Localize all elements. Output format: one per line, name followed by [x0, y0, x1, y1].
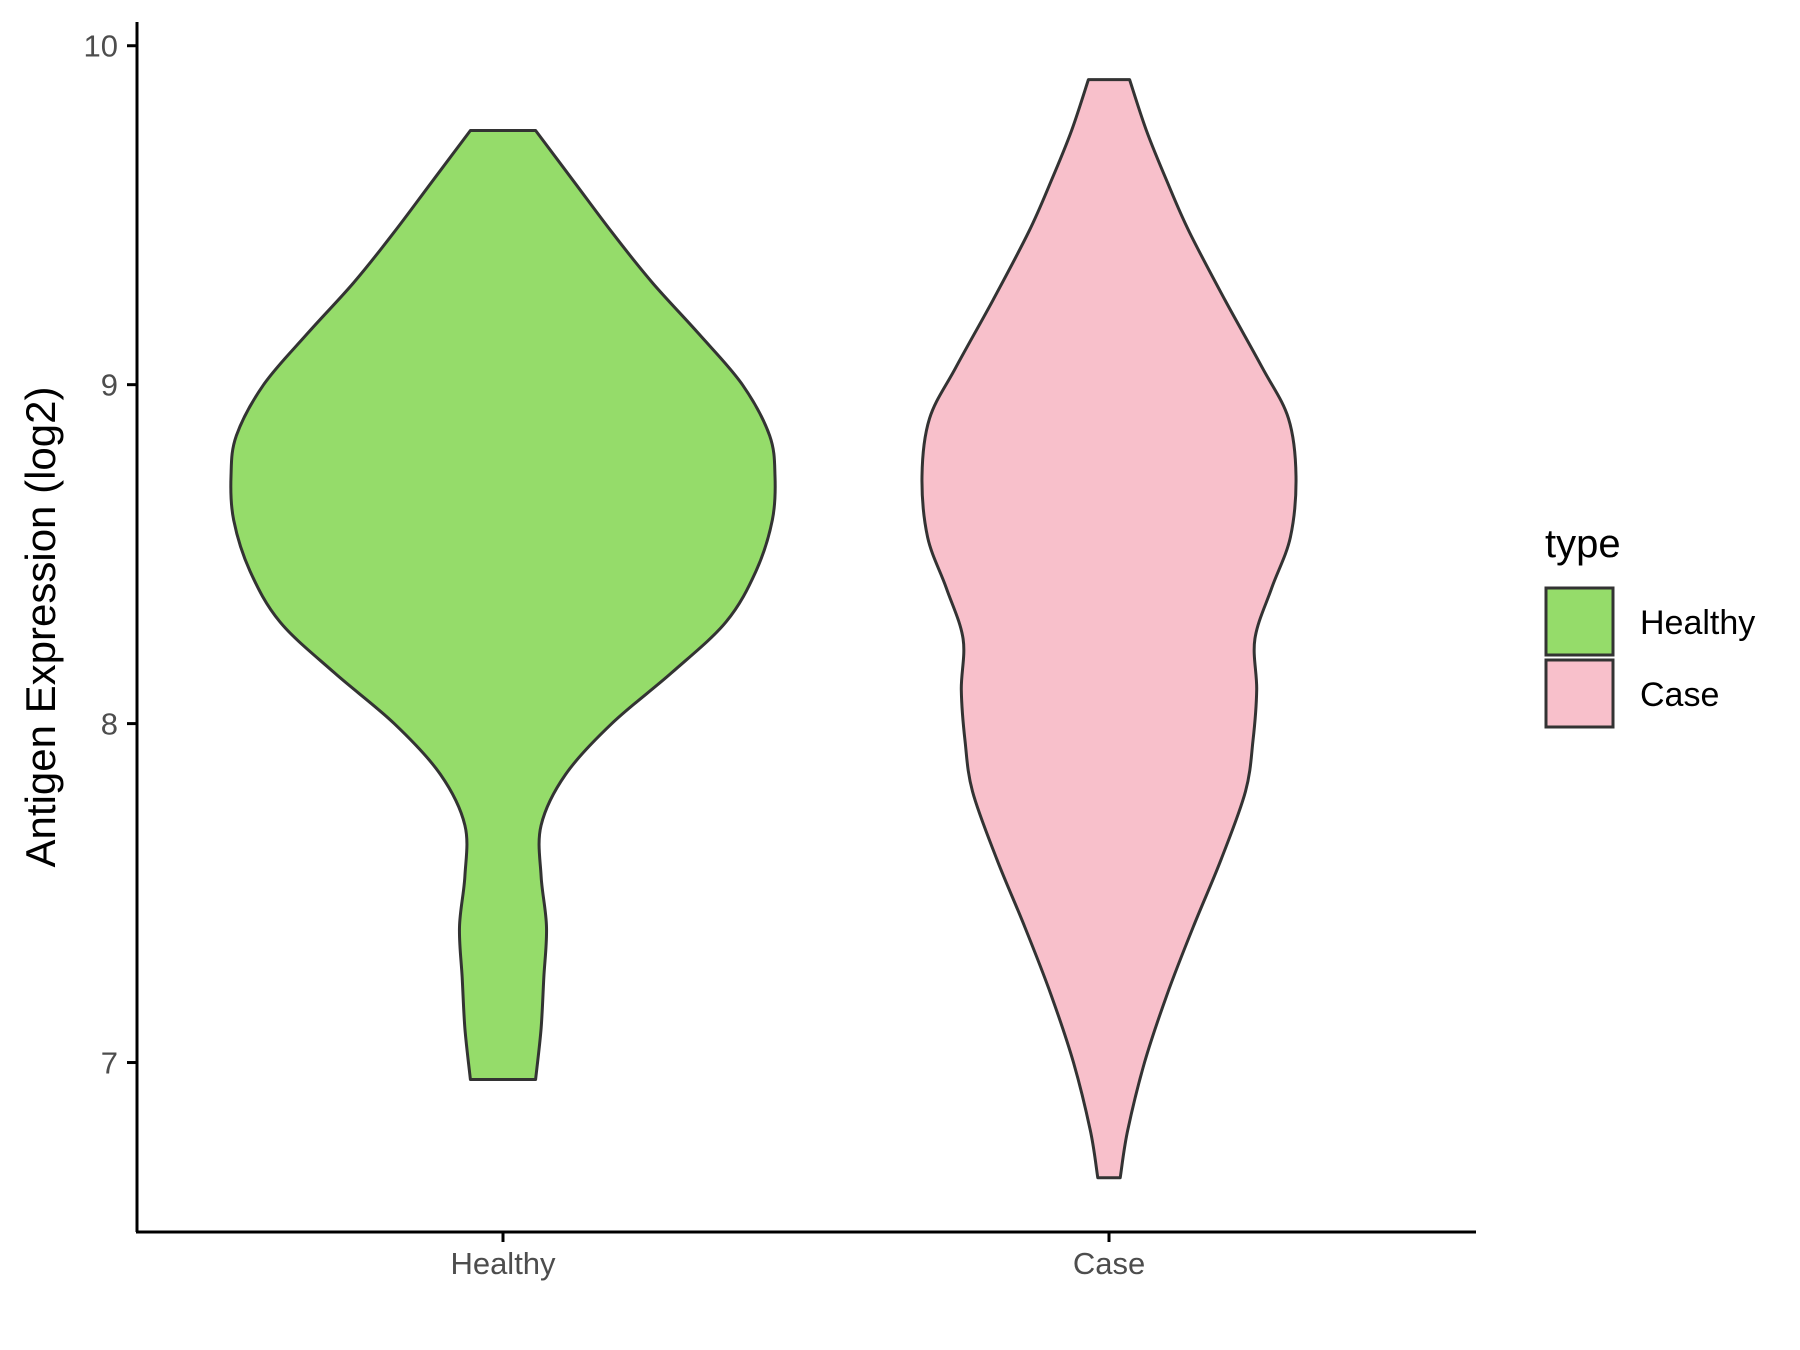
violin-case: [920, 78, 1298, 1180]
legend: type Healthy Case: [1544, 522, 1755, 729]
legend-swatch-case: [1544, 658, 1615, 729]
violin-layer: [229, 78, 1298, 1180]
x-ticks: Healthy Case: [450, 1232, 1145, 1281]
legend-swatch-healthy: [1544, 586, 1615, 657]
violin-healthy: [229, 129, 777, 1081]
legend-label-healthy: Healthy: [1640, 604, 1755, 642]
y-tick-label: 9: [101, 368, 118, 403]
y-ticks: 7 8 9 10: [84, 29, 137, 1081]
x-tick-label: Healthy: [450, 1246, 556, 1281]
axes: [135, 22, 1476, 1234]
y-tick-label: 7: [101, 1046, 118, 1081]
legend-title: type: [1545, 522, 1621, 566]
y-tick-label: 8: [101, 707, 118, 742]
legend-label-case: Case: [1640, 676, 1719, 714]
x-tick-label: Case: [1073, 1246, 1145, 1281]
legend-items: Healthy Case: [1544, 586, 1755, 729]
y-axis-title: Antigen Expression (log2): [17, 387, 64, 868]
y-tick-label: 10: [84, 29, 118, 64]
